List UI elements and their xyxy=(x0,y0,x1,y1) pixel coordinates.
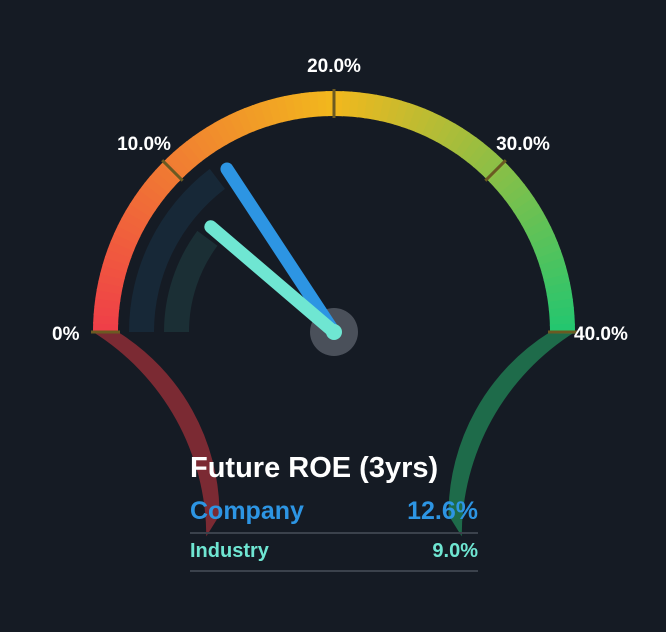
arc-segment xyxy=(172,146,197,172)
arc-segment xyxy=(386,98,403,125)
legend-row-company: Company 12.6% xyxy=(190,497,478,534)
tick-label-10: 10.0% xyxy=(117,134,171,155)
gauge-ticks xyxy=(91,89,577,334)
tick-mark-30 xyxy=(484,159,507,182)
arc-segment xyxy=(154,163,180,188)
arc-segment xyxy=(513,197,540,219)
arc-segment xyxy=(393,100,411,128)
arc-segment xyxy=(110,232,138,252)
arc-segment xyxy=(317,91,328,117)
legend-industry-value: 9.0% xyxy=(432,540,478,562)
arc-segment xyxy=(521,211,548,232)
arc-segment xyxy=(166,151,191,177)
arc-segment xyxy=(499,177,525,201)
legend-industry-name: Industry xyxy=(190,540,269,562)
arc-segment xyxy=(414,108,434,136)
arc-segment xyxy=(113,224,141,245)
high-band xyxy=(448,332,575,537)
arc-segment xyxy=(179,141,203,167)
arc-segment xyxy=(129,195,156,218)
arc-segment xyxy=(98,272,125,288)
legend-row-industry: Industry 9.0% xyxy=(190,534,478,572)
arc-segment xyxy=(371,94,386,122)
arc-segment xyxy=(400,102,419,130)
arc-segment xyxy=(548,306,575,319)
arc-segment xyxy=(102,255,130,273)
arc-segment xyxy=(144,175,170,200)
arc-segment xyxy=(334,91,345,117)
company-needle xyxy=(220,162,341,339)
arc-segment xyxy=(435,119,456,146)
arc-segment xyxy=(517,204,544,226)
needle-cap xyxy=(326,324,342,340)
tick-label-20: 20.0% xyxy=(307,56,361,77)
arc-segment xyxy=(531,233,559,253)
arc-segment xyxy=(442,123,464,150)
arc-segment xyxy=(448,127,471,154)
gauge-needles xyxy=(204,162,358,356)
arc-segment xyxy=(407,105,426,133)
tick-label-40: 40.0% xyxy=(574,324,628,345)
arc-segment xyxy=(428,115,449,142)
arc-segment xyxy=(125,202,152,224)
tick-mark-10 xyxy=(161,159,184,182)
arc-segment xyxy=(472,147,497,173)
arc-segment xyxy=(107,240,135,259)
arc-segment xyxy=(213,118,234,145)
arc-segment xyxy=(235,107,255,135)
legend: Future ROE (3yrs) Company 12.6% Industry… xyxy=(190,452,478,572)
industry-value-arc xyxy=(164,230,218,332)
low-band xyxy=(93,332,220,537)
arc-segment xyxy=(454,132,478,159)
arc-segment xyxy=(466,142,491,168)
arc-segment xyxy=(206,122,228,149)
arc-segment xyxy=(267,97,284,125)
arc-segment xyxy=(134,188,161,212)
gauge-color-arc xyxy=(93,91,575,334)
industry-needle xyxy=(204,220,341,339)
arc-segment xyxy=(121,210,148,231)
arc-segment xyxy=(460,137,484,163)
arc-segment xyxy=(536,249,564,267)
arc-segment xyxy=(541,265,569,282)
company-value-arc xyxy=(129,168,225,332)
arc-segment xyxy=(251,102,269,130)
tick-label-0: 0% xyxy=(52,324,80,345)
arc-segment xyxy=(104,247,132,266)
arc-segment xyxy=(489,164,515,189)
arc-segment xyxy=(478,152,503,178)
arc-segment xyxy=(534,241,562,260)
arc-segment xyxy=(549,315,575,326)
chart-title: Future ROE (3yrs) xyxy=(190,452,439,484)
arc-segment xyxy=(494,170,520,195)
tick-label-30: 30.0% xyxy=(496,134,550,155)
arc-segment xyxy=(185,136,209,162)
arc-segment xyxy=(149,169,175,194)
arc-segment xyxy=(96,280,124,295)
arc-segment xyxy=(378,96,394,123)
tick-labels: 0% 10.0% 20.0% 30.0% 40.0% xyxy=(52,56,628,345)
arc-segment xyxy=(524,218,552,239)
arc-segment xyxy=(228,111,248,138)
arc-segment xyxy=(308,91,321,118)
arc-segment xyxy=(220,114,241,142)
arc-segment xyxy=(117,217,144,238)
arc-segment xyxy=(508,190,535,213)
arc-segment xyxy=(93,321,119,332)
arc-segment xyxy=(192,131,215,158)
value-arcs xyxy=(129,168,225,332)
arc-segment xyxy=(139,182,165,206)
arc-segment xyxy=(528,226,555,246)
arc-segment xyxy=(199,126,221,153)
arc-segment xyxy=(421,111,442,139)
arc-segment xyxy=(243,104,262,132)
arc-segment xyxy=(100,263,127,280)
arc-segment xyxy=(504,183,530,207)
arc-segment xyxy=(259,99,276,127)
legend-company-value: 12.6% xyxy=(407,497,478,525)
gauge-bands xyxy=(93,332,575,537)
arc-segment xyxy=(539,257,567,274)
legend-company-name: Company xyxy=(190,497,304,525)
